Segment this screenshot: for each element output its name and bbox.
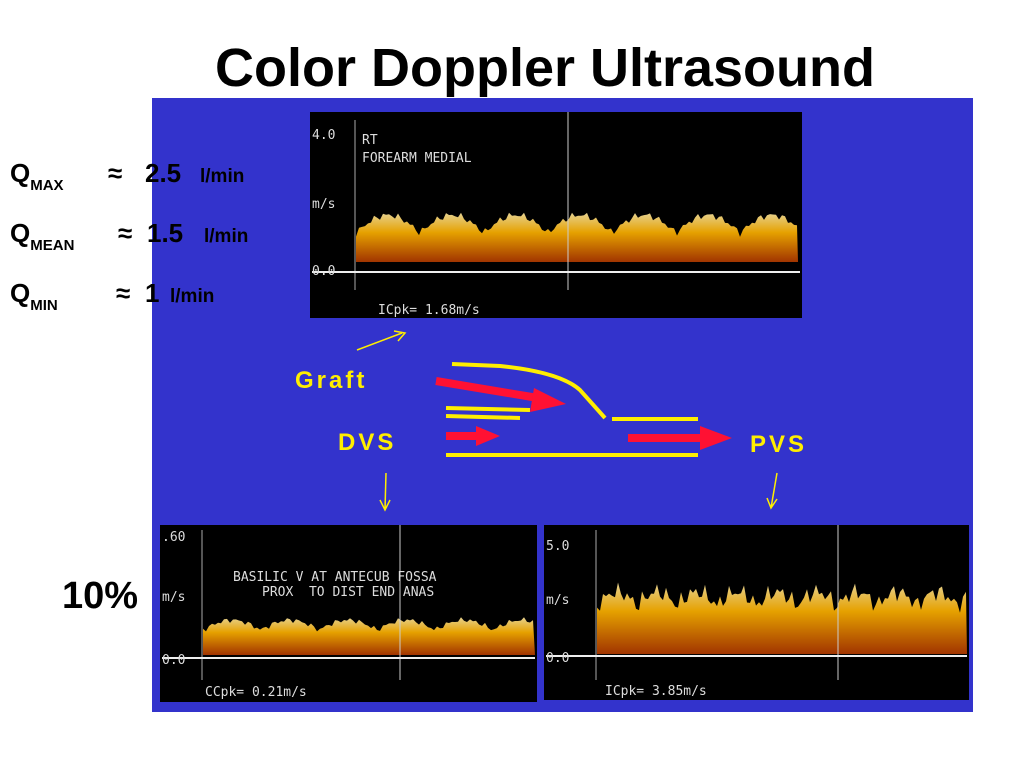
- waveform: [597, 582, 967, 654]
- graft-diagram: [356, 330, 778, 512]
- peak-velocity: CCpk= 0.21m/s: [205, 685, 307, 700]
- unit: m/s: [162, 590, 185, 605]
- approx: ≈: [118, 218, 132, 248]
- image-label: FOREARM MEDIAL: [362, 151, 472, 166]
- image-label: PROX TO DIST END ANAS: [262, 585, 434, 600]
- dvs-label: DVS: [338, 429, 396, 456]
- doppler-image: .60 BASILIC V AT ANTECUB FOSSA PROX TO D…: [160, 525, 537, 702]
- scale-zero: 0.0: [312, 264, 335, 279]
- unit: m/s: [546, 593, 569, 608]
- scale-zero: 0.0: [162, 653, 185, 668]
- waveform: [356, 212, 798, 262]
- flow-value: 2.5: [145, 158, 181, 188]
- doppler-image: 5.0 m/s 0.0 ICpk= 3.85m/s: [544, 525, 969, 700]
- peak-velocity: ICpk= 1.68m/s: [378, 303, 480, 318]
- unit: m/s: [312, 197, 335, 212]
- peak-velocity: ICpk= 3.85m/s: [605, 684, 707, 699]
- doppler-image: 4.0 RT FOREARM MEDIAL m/s 0.0 ICpk= 1.68…: [310, 112, 802, 318]
- flow-value: 1: [145, 278, 159, 308]
- approx: ≈: [116, 278, 130, 308]
- slide-title: Color Doppler Ultrasound: [215, 38, 875, 98]
- graft-label: Graft: [295, 367, 367, 394]
- scale-zero: 0.0: [546, 651, 569, 666]
- flow-min: QMIN: [10, 278, 58, 314]
- scale-top: .60: [162, 530, 185, 545]
- scale-top: 4.0: [312, 128, 335, 143]
- pvs-label: PVS: [750, 431, 807, 458]
- flow-unit: l/min: [200, 166, 244, 187]
- flow-max: QMAX: [10, 158, 64, 194]
- flow-value: 1.5: [147, 218, 183, 248]
- image-label: RT: [362, 133, 378, 148]
- scale-top: 5.0: [546, 539, 569, 554]
- approx: ≈: [108, 158, 122, 188]
- percentage: 10%: [62, 575, 138, 617]
- flow-mean: QMEAN: [10, 218, 74, 254]
- image-label: BASILIC V AT ANTECUB FOSSA: [233, 570, 437, 585]
- flow-unit: l/min: [170, 286, 214, 307]
- flow-unit: l/min: [204, 226, 248, 247]
- waveform: [203, 617, 535, 655]
